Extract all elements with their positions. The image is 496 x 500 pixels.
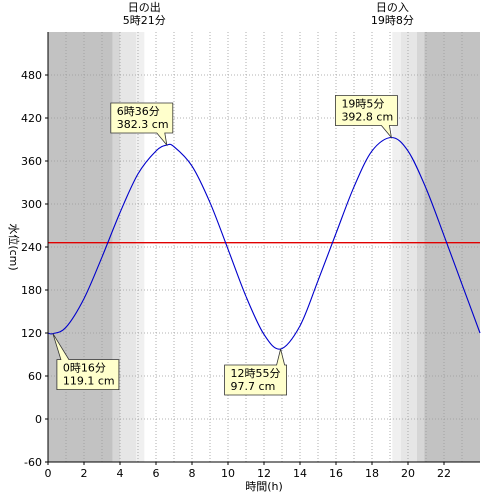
annotation-time: 12時55分 [231, 367, 281, 380]
x-tick-label: 2 [81, 467, 88, 480]
annotation-time: 19時5分 [341, 97, 384, 110]
sun-label-title: 日の入 [376, 1, 409, 14]
sun-label-time: 19時8分 [371, 14, 414, 27]
night-band [120, 32, 137, 462]
annotation-box [52, 333, 120, 391]
night-band [112, 32, 120, 462]
x-tick-label: 8 [189, 467, 196, 480]
annotation-box [224, 348, 288, 396]
y-tick-label: 420 [21, 112, 42, 125]
x-tick-label: 14 [293, 467, 307, 480]
x-tick-label: 6 [153, 467, 160, 480]
y-tick-label: 480 [21, 69, 42, 82]
x-tick-label: 20 [401, 467, 415, 480]
y-tick-label: 240 [21, 241, 42, 254]
annotation-box [110, 102, 174, 147]
y-tick-label: 120 [21, 327, 42, 340]
y-tick-label: 0 [35, 413, 42, 426]
x-tick-label: 18 [365, 467, 379, 480]
sun-label-time: 5時21分 [123, 14, 166, 27]
x-tick-label: 0 [45, 467, 52, 480]
y-tick-label: 360 [21, 155, 42, 168]
sun-label-title: 日の出 [128, 0, 161, 14]
y-axis-label: 水位(cm) [7, 223, 21, 270]
x-tick-label: 16 [329, 467, 343, 480]
y-tick-label: 300 [21, 198, 42, 211]
y-tick-label: 180 [21, 284, 42, 297]
night-band [136, 32, 145, 462]
annotation-value: 392.8 cm [341, 110, 393, 123]
x-tick-label: 4 [117, 467, 124, 480]
annotation-time: 0時16分 [63, 362, 106, 375]
y-tick-label: -60 [24, 456, 42, 469]
y-tick-label: 60 [28, 370, 42, 383]
annotation-value: 97.7 cm [231, 380, 276, 393]
annotation-time: 6時36分 [117, 105, 160, 118]
tide-line [47, 136, 481, 350]
x-tick-label: 10 [221, 467, 235, 480]
annotation-value: 382.3 cm [117, 118, 169, 131]
night-band [424, 32, 480, 462]
x-axis-label: 時間(h) [245, 480, 283, 493]
annotation-box [334, 95, 398, 139]
x-tick-label: 22 [437, 467, 451, 480]
annotation-value: 119.1 cm [63, 375, 115, 388]
x-tick-label: 12 [257, 467, 271, 480]
